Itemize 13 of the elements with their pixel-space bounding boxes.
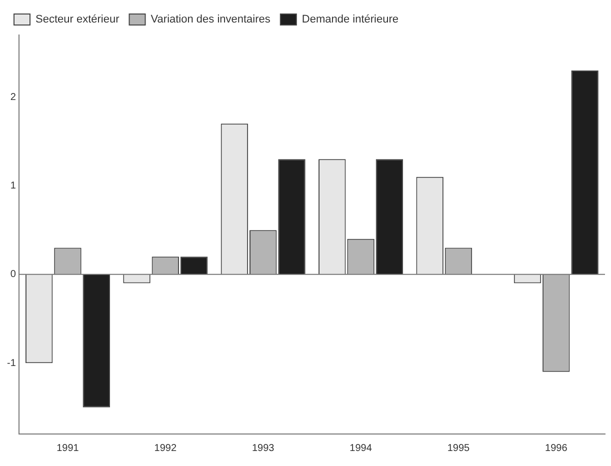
legend-label: Demande intérieure	[302, 14, 399, 26]
y-tick-label: 2	[10, 92, 16, 103]
legend-label: Variation des inventaires	[150, 14, 271, 26]
y-tick-label: 1	[10, 180, 16, 192]
y-tick-label: 0	[10, 269, 16, 280]
legend-label: Secteur extérieur	[36, 14, 120, 26]
x-tick-label: 1995	[447, 442, 470, 454]
x-tick-label: 1994	[350, 442, 372, 454]
x-tick-label: 1992	[154, 442, 177, 454]
x-tick-label: 1996	[545, 442, 568, 454]
x-tick-label: 1991	[56, 442, 80, 454]
x-tick-label: 1993	[252, 442, 275, 454]
y-tick-label: -1	[6, 358, 16, 369]
